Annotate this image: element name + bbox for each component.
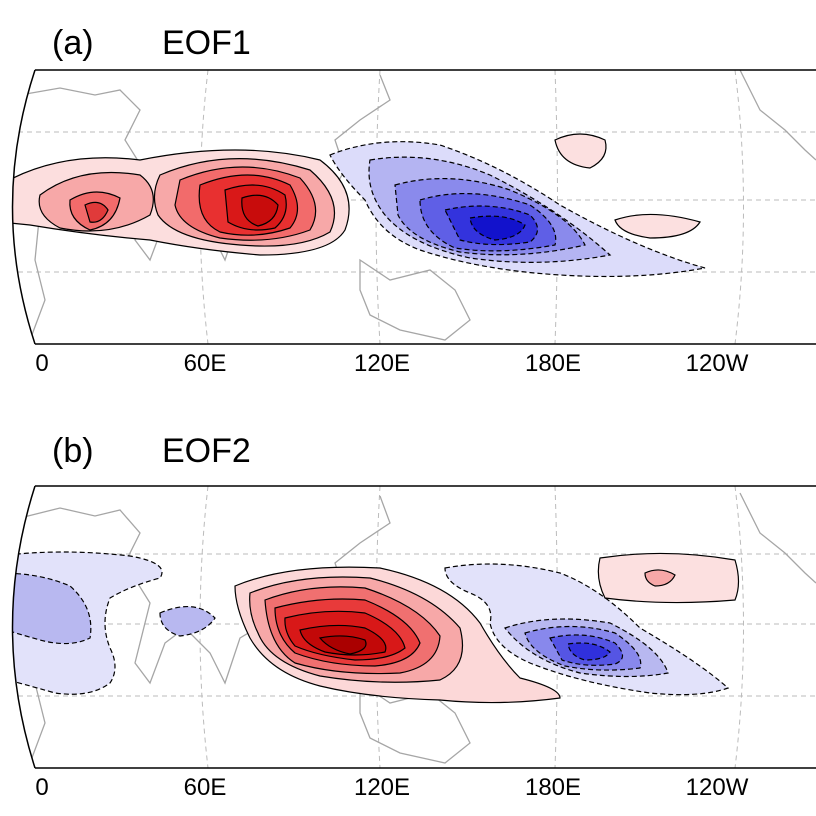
positive-anomaly-maritime bbox=[234, 566, 561, 704]
positive-anomaly-east bbox=[597, 552, 740, 604]
lon-label: 0 bbox=[35, 774, 49, 801]
map-frame bbox=[11, 69, 816, 345]
lon-label: 180E bbox=[524, 350, 582, 377]
panel-letter: (b) bbox=[52, 432, 94, 470]
negative-anomaly-pacific bbox=[329, 141, 706, 278]
panel-eof1: (a) EOF1 bbox=[11, 24, 816, 377]
panel-eof2: (b) EOF2 bbox=[0, 408, 816, 816]
lon-label: 120W bbox=[685, 774, 749, 801]
positive-anomaly-west bbox=[12, 149, 350, 256]
lon-label: 120E bbox=[353, 350, 411, 377]
lon-label: 180E bbox=[524, 774, 582, 801]
positive-anomaly-east bbox=[554, 133, 701, 239]
lon-label: 60E bbox=[183, 774, 227, 801]
panel-letter: (a) bbox=[52, 24, 94, 62]
negative-anomaly-west bbox=[12, 551, 216, 695]
panel-title: EOF2 bbox=[162, 432, 251, 470]
map-eof1 bbox=[11, 69, 816, 345]
negative-anomaly-pacific bbox=[444, 563, 730, 696]
lon-label: 120W bbox=[685, 350, 749, 377]
map-eof2 bbox=[11, 485, 816, 769]
lon-label: 0 bbox=[35, 350, 49, 377]
lon-label: 60E bbox=[183, 350, 227, 377]
lon-label: 120E bbox=[353, 774, 411, 801]
map-frame bbox=[11, 485, 816, 769]
panel-title: EOF1 bbox=[162, 24, 251, 62]
